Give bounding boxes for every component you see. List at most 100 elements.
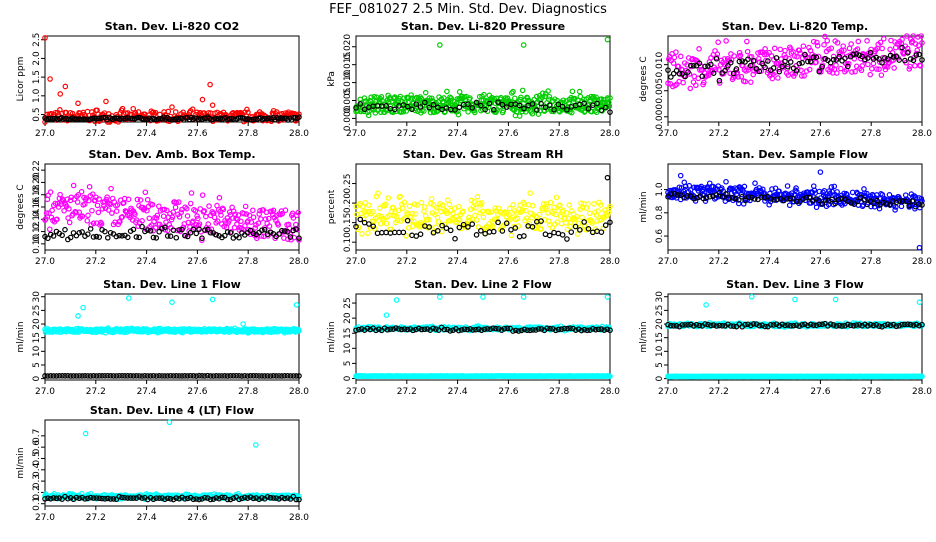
data-point <box>189 201 193 205</box>
y-tick-label: 15 <box>655 332 665 343</box>
data-point <box>565 237 569 241</box>
data-point <box>800 61 804 65</box>
data-point <box>871 61 875 65</box>
data-point <box>424 90 428 94</box>
data-point <box>418 232 422 236</box>
x-tick-label: 28.0 <box>289 513 309 523</box>
data-point <box>436 220 440 224</box>
data-point <box>776 76 780 80</box>
data-point <box>793 297 797 301</box>
data-point <box>410 233 414 237</box>
x-tick-label: 27.6 <box>498 129 518 139</box>
series-group <box>43 296 301 378</box>
data-point <box>694 83 698 87</box>
series-group <box>354 295 612 379</box>
series-group <box>354 37 612 118</box>
y-axis-label: percent <box>327 189 337 224</box>
data-point <box>63 227 67 231</box>
data-point <box>508 206 512 210</box>
data-point <box>210 103 214 107</box>
y-tick-label: 20 <box>32 318 42 330</box>
y-tick-label: 0.8 <box>655 205 665 220</box>
data-point <box>137 235 141 239</box>
data-point <box>394 298 398 302</box>
x-tick-label: 27.6 <box>187 257 207 267</box>
data-point <box>724 180 728 184</box>
x-tick-label: 27.6 <box>187 387 207 397</box>
data-point <box>80 230 84 234</box>
x-tick-label: 27.0 <box>35 513 55 523</box>
data-point <box>457 105 461 109</box>
data-point <box>375 231 379 235</box>
data-point <box>672 55 676 59</box>
x-tick-label: 27.0 <box>35 257 55 267</box>
y-tick-label: 2.5 <box>32 33 42 47</box>
data-point <box>444 226 448 230</box>
data-point <box>87 185 91 189</box>
data-point <box>879 73 883 77</box>
x-tick-label: 27.4 <box>448 129 468 139</box>
y-tick-label: 0.25 <box>343 174 353 194</box>
data-point <box>241 322 245 326</box>
y-tick-label: 0.020 <box>343 34 353 60</box>
series-group <box>666 170 924 250</box>
data-point <box>753 181 757 185</box>
x-tick-label: 27.8 <box>549 387 569 397</box>
y-tick-label: 15 <box>343 328 353 339</box>
data-point <box>745 39 749 43</box>
y-tick-label: 0.010 <box>655 52 665 78</box>
data-point <box>438 295 442 299</box>
x-tick-label: 27.0 <box>658 387 678 397</box>
y-tick-label: 30 <box>655 291 665 303</box>
x-tick-label: 27.8 <box>861 129 881 139</box>
series-cyan-low <box>354 374 612 379</box>
data-point <box>294 222 298 226</box>
data-point <box>170 105 174 109</box>
y-axis-label: ml/min <box>16 447 26 478</box>
data-point <box>818 170 822 174</box>
data-point <box>866 62 870 66</box>
y-axis-label: ml/min <box>16 321 26 352</box>
y-axis-label: kPa <box>327 71 337 87</box>
data-point <box>378 222 382 226</box>
data-point <box>71 183 75 187</box>
data-point <box>438 43 442 47</box>
data-point <box>833 297 837 301</box>
chart-title: Stan. Dev. Line 2 Flow <box>414 278 552 291</box>
data-point <box>194 231 198 235</box>
data-point <box>86 213 90 217</box>
y-tick-label: 0.6 <box>655 229 665 244</box>
data-point <box>200 193 204 197</box>
data-point <box>778 47 782 51</box>
data-point <box>688 86 692 90</box>
chart-title: Stan. Dev. Sample Flow <box>722 148 868 161</box>
x-tick-label: 27.8 <box>549 129 569 139</box>
x-tick-label: 27.2 <box>86 513 106 523</box>
y-axis-label: degrees C <box>639 56 649 101</box>
data-point <box>259 217 263 221</box>
data-point <box>913 64 917 68</box>
x-tick-label: 27.4 <box>137 387 157 397</box>
data-point <box>749 80 753 84</box>
data-point <box>521 43 525 47</box>
data-point <box>109 186 113 190</box>
x-tick-label: 27.4 <box>760 257 780 267</box>
data-point <box>834 63 838 67</box>
data-point <box>384 221 388 225</box>
data-point <box>475 195 479 199</box>
data-point <box>511 203 515 207</box>
data-point <box>801 44 805 48</box>
data-point <box>679 54 683 58</box>
data-point <box>95 203 99 207</box>
data-point <box>832 184 836 188</box>
x-tick-label: 27.2 <box>709 387 729 397</box>
data-point <box>849 42 853 46</box>
series-red <box>43 36 301 125</box>
data-point <box>208 82 212 86</box>
data-point <box>554 195 558 199</box>
data-point <box>154 236 158 240</box>
data-point <box>716 40 720 44</box>
